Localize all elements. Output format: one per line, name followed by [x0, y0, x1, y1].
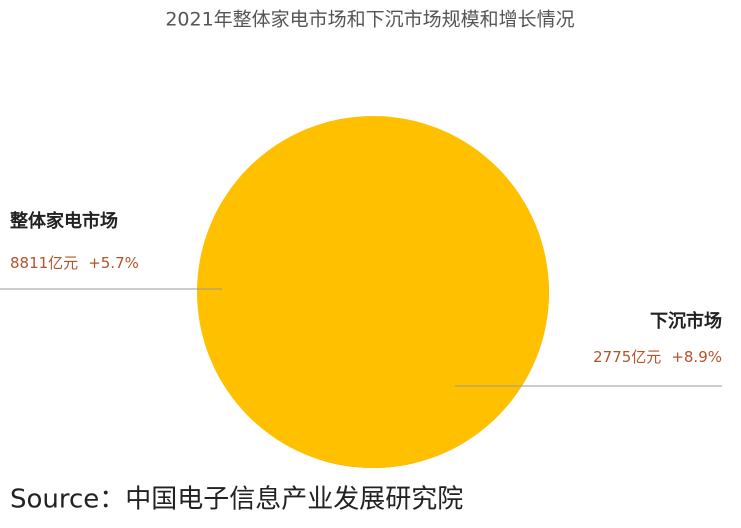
growth-label: +8.9%	[671, 348, 722, 366]
value-label: 8811亿元 +5.7%	[10, 254, 139, 272]
slice-label: 整体家电市场	[9, 210, 118, 232]
chart-title: 2021年整体家电市场和下沉市场规模和增长情况	[165, 9, 574, 31]
value-label-amount: 2775亿元	[593, 348, 661, 366]
source-note: Source：中国电子信息产业发展研究院	[10, 485, 463, 515]
pie-slice	[197, 116, 549, 468]
slice-label: 下沉市场	[650, 310, 722, 332]
value-label-amount: 8811亿元	[10, 254, 78, 272]
value-label: 2775亿元 +8.9%	[593, 348, 722, 366]
growth-label: +5.7%	[88, 254, 139, 272]
